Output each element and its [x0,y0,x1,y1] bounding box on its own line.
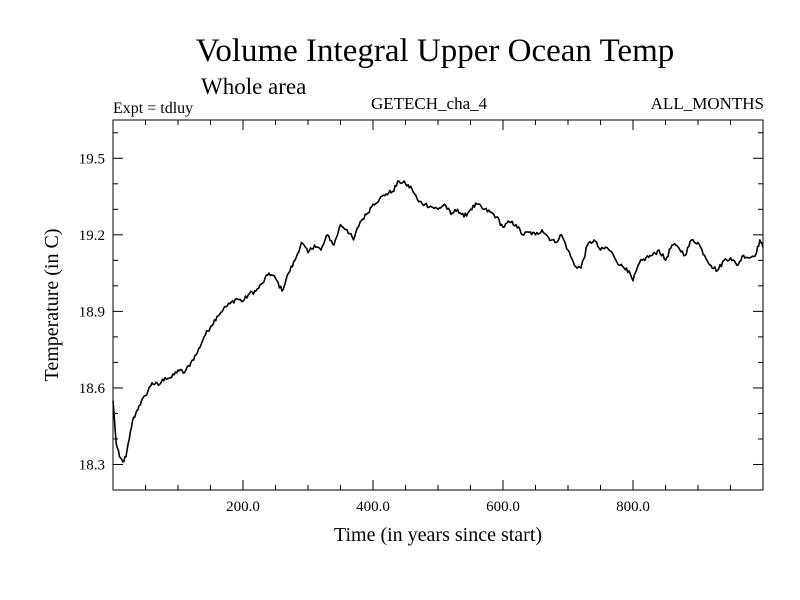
y-axis-label: Temperature (in C) [41,229,63,382]
x-tick-label: 400.0 [356,499,390,515]
axis-ticks: 200.0 400.0 600.0 800.0 18.3 18.6 18.9 19.2 19.5 [79,120,763,515]
chart-subtitle: Whole area [201,74,307,99]
months-label: ALL_MONTHS [650,94,764,113]
model-label: GETECH_cha_4 [371,94,488,113]
series-line [112,180,764,463]
y-tick-label: 18.9 [79,304,105,320]
series-group [112,180,764,463]
y-tick-label: 18.3 [79,457,105,473]
y-tick-label: 19.5 [79,151,105,167]
x-tick-label: 800.0 [616,499,650,515]
experiment-label: Expt = tdluy [113,100,194,117]
y-tick-label: 19.2 [79,228,105,244]
x-tick-label: 200.0 [226,499,260,515]
x-tick-label: 600.0 [486,499,520,515]
x-axis-label: Time (in years since start) [334,524,542,546]
y-tick-label: 18.6 [79,381,106,397]
chart-title: Volume Integral Upper Ocean Temp [195,33,675,69]
plot-frame [112,119,764,491]
